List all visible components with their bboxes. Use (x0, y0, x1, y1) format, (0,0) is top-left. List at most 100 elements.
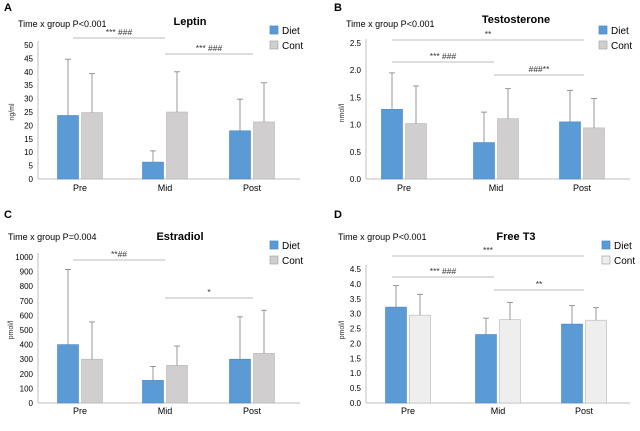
y-axis-label: ng/ml (9, 103, 16, 121)
y-axis-label: nmol/l (339, 103, 346, 122)
bar-cont-post (585, 319, 607, 404)
significance-label: *** ### (106, 27, 133, 37)
y-tick-label: 900 (20, 268, 34, 277)
bar-diet-pre (57, 115, 79, 180)
y-tick-label: 0.0 (350, 399, 362, 408)
chart-title: Free T3 (496, 231, 535, 243)
y-tick-label: 15 (24, 135, 33, 144)
y-tick-label: 10 (24, 148, 33, 157)
bar-diet-post (229, 130, 251, 180)
y-tick-label: 2.0 (350, 66, 362, 75)
bar-cont-mid (497, 118, 519, 180)
legend-label-cont: Cont (614, 256, 635, 267)
bar-cont-pre (81, 112, 103, 180)
bar-diet-mid (142, 380, 164, 404)
y-tick-label: 400 (20, 341, 34, 350)
x-tick-label: Mid (489, 183, 504, 193)
significance-label: *** (483, 245, 494, 255)
chart-panel-a: A Time x group P<0.001 Leptin ng/ml 0 5 10 15 20… (4, 2, 303, 193)
bar-diet-mid (475, 334, 497, 404)
y-tick-label: 2.5 (350, 325, 362, 334)
bar-diet-post (229, 358, 251, 404)
interaction-p-value: Time x group P<0.001 (338, 232, 426, 242)
y-tick-label: 3.5 (350, 295, 362, 304)
y-tick-label: 20 (24, 121, 33, 130)
legend-label-cont: Cont (611, 41, 632, 52)
bar-diet-pre (381, 109, 403, 180)
y-tick-label: 2.0 (350, 339, 362, 348)
x-tick-label: Post (243, 183, 262, 193)
y-axis-label: pmol/l (8, 320, 15, 339)
y-tick-label: 1000 (15, 253, 33, 262)
y-tick-label: 35 (24, 81, 33, 90)
interaction-p-value: Time x group P=0.004 (8, 232, 96, 242)
y-tick-label: 1.5 (350, 93, 362, 102)
y-tick-label: 300 (20, 355, 34, 364)
x-tick-label: Post (573, 183, 592, 193)
y-tick-label: 4.5 (350, 265, 362, 274)
y-tick-label: 2.5 (350, 39, 362, 48)
bar-cont-pre (405, 123, 427, 180)
legend-label-cont: Cont (282, 41, 303, 52)
bar-cont-post (583, 127, 605, 180)
bar-cont-mid (166, 365, 188, 404)
y-tick-label: 0.5 (350, 384, 362, 393)
legend-swatch-diet (601, 240, 611, 250)
x-tick-label: Pre (73, 183, 87, 193)
significance-label: ** (485, 29, 492, 39)
legend-swatch-cont (269, 40, 279, 50)
legend-swatch-diet (269, 240, 279, 250)
bar-cont-post (253, 353, 275, 404)
legend-label-diet: Diet (282, 241, 300, 252)
y-tick-label: 5 (29, 162, 34, 171)
y-tick-label: 4.0 (350, 280, 362, 289)
interaction-p-value: Time x group P<0.001 (18, 19, 106, 29)
bar-diet-post (559, 121, 581, 180)
legend-label-cont: Cont (282, 256, 303, 267)
bar-diet-mid (473, 142, 495, 180)
chart-title: Leptin (174, 16, 207, 28)
x-tick-label: Post (243, 406, 262, 416)
interaction-p-value: Time x group P<0.001 (346, 19, 434, 29)
significance-label: *** ### (196, 43, 223, 53)
y-tick-label: 600 (20, 311, 34, 320)
x-tick-label: Pre (73, 406, 87, 416)
y-axis-label: pmol/l (339, 320, 346, 339)
legend-label-diet: Diet (282, 26, 300, 37)
y-tick-label: 100 (20, 384, 34, 393)
panel-letter: A (4, 2, 12, 14)
y-tick-label: 25 (24, 108, 33, 117)
bar-diet-mid (142, 161, 164, 180)
y-tick-label: 800 (20, 282, 34, 291)
legend-label-diet: Diet (611, 26, 629, 37)
significance-label: * (207, 287, 211, 297)
chart-panel-c: C Time x group P=0.004 Estradiol pmol/l 0 100… (4, 209, 303, 416)
chart-title: Testosterone (482, 14, 550, 26)
bar-cont-pre (409, 314, 431, 404)
y-tick-label: 700 (20, 297, 34, 306)
y-tick-label: 500 (20, 326, 34, 335)
x-tick-label: Mid (158, 406, 173, 416)
chart-panel-b: B Time x group P<0.001 Testosterone nmol/l 0… (334, 2, 632, 193)
x-tick-label: Pre (397, 183, 411, 193)
significance-label: ** (536, 279, 543, 289)
y-tick-label: 200 (20, 370, 34, 379)
panel-letter: B (334, 2, 342, 14)
y-tick-label: 1.0 (350, 369, 362, 378)
bar-diet-pre (385, 306, 407, 404)
legend-swatch-diet (269, 25, 279, 35)
y-tick-label: 45 (24, 54, 33, 63)
panel-letter: D (334, 209, 342, 221)
y-tick-label: 0.0 (350, 175, 362, 184)
y-tick-label: 0 (29, 175, 34, 184)
legend-swatch-diet (598, 25, 608, 35)
legend-swatch-cont (598, 40, 608, 50)
chart-title: Estradiol (156, 231, 203, 243)
x-tick-label: Mid (158, 183, 173, 193)
y-tick-label: 0.5 (350, 148, 362, 157)
panel-letter: C (4, 209, 12, 221)
bar-cont-post (253, 121, 275, 180)
x-tick-label: Pre (401, 406, 415, 416)
significance-label: ###** (529, 64, 550, 74)
